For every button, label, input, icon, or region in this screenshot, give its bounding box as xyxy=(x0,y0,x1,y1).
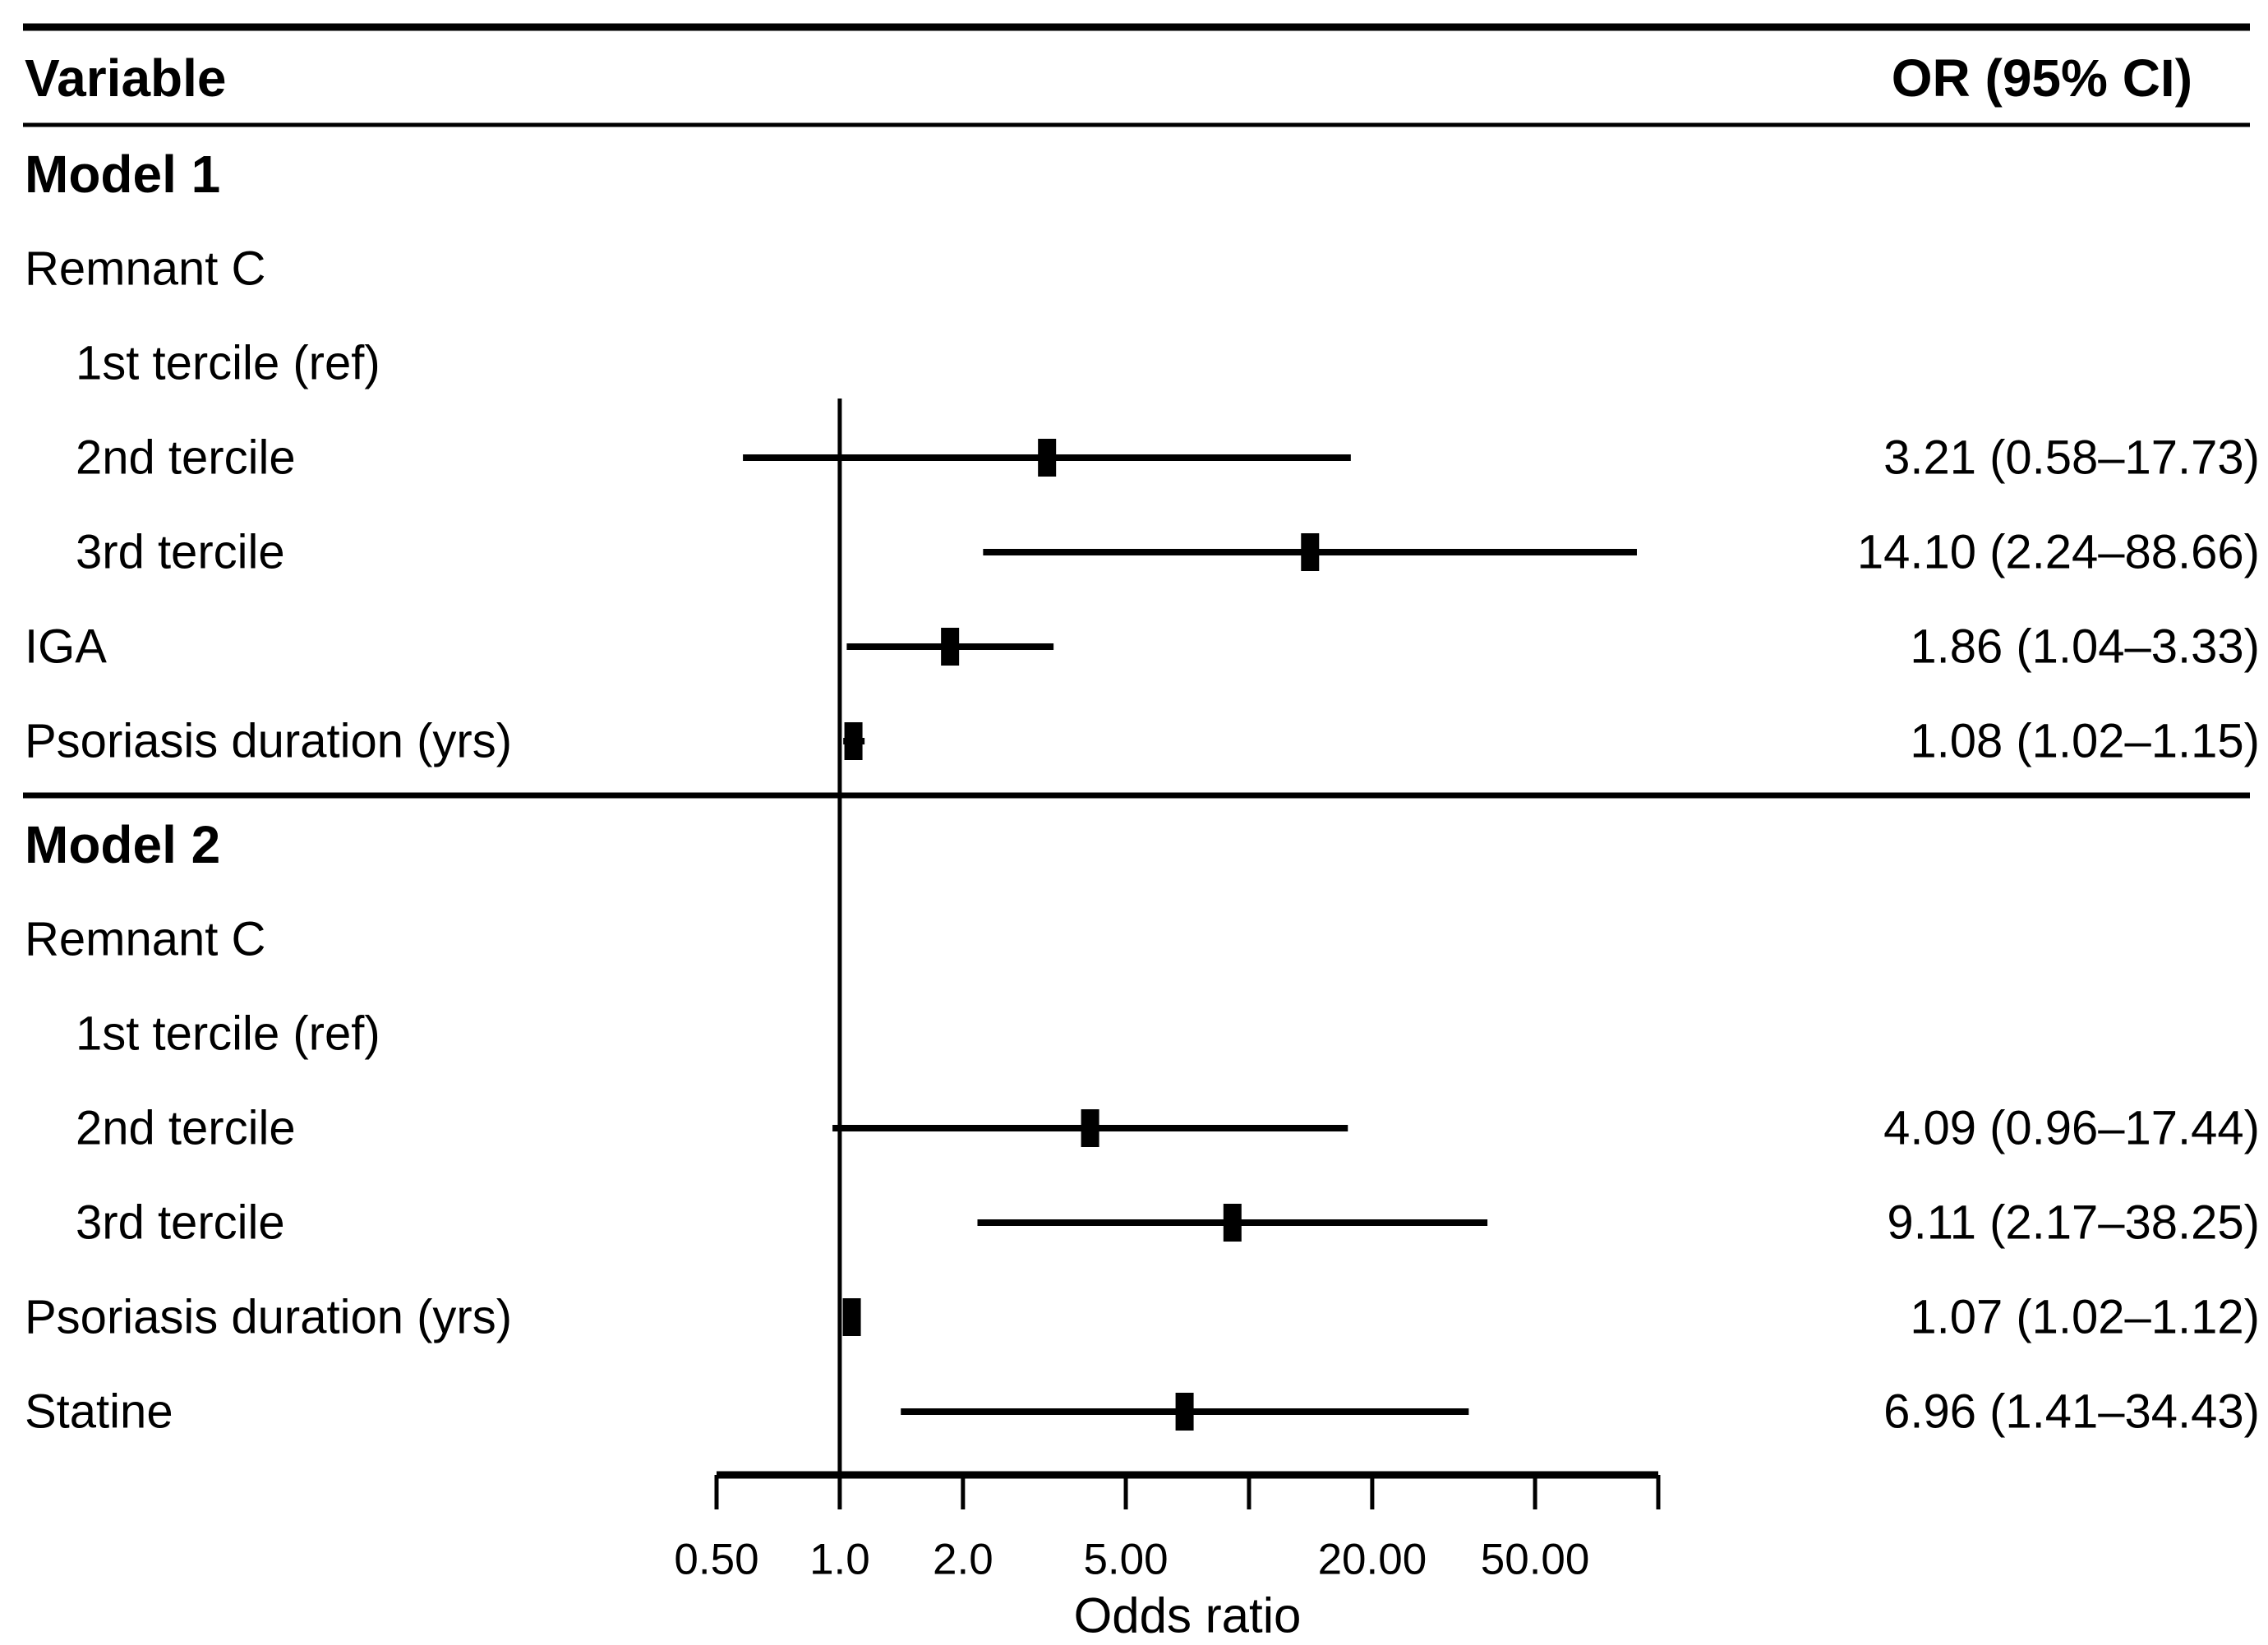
or-ci-value: 1.86 (1.04–3.33) xyxy=(1910,620,2260,674)
or-ci-value: 14.10 (2.24–88.66) xyxy=(1857,526,2260,579)
x-tick-label: 20.00 xyxy=(1318,1536,1427,1584)
row-label: IGA xyxy=(25,620,107,674)
or-marker xyxy=(842,1298,861,1336)
row-label: 3rd tercile xyxy=(76,526,285,579)
x-tick-label: 2.0 xyxy=(933,1536,993,1584)
or-ci-value: 9.11 (2.17–38.25) xyxy=(1887,1196,2260,1250)
x-tick-label: 1.0 xyxy=(809,1536,870,1584)
or-ci-value: 3.21 (0.58–17.73) xyxy=(1883,431,2260,485)
row-label: Psoriasis duration (yrs) xyxy=(25,715,512,768)
x-axis-label: Odds ratio xyxy=(1074,1588,1302,1643)
x-tick-label: 50.00 xyxy=(1481,1536,1590,1584)
or-ci-value: 1.08 (1.02–1.15) xyxy=(1910,715,2260,768)
row-label: 1st tercile (ref) xyxy=(76,1007,380,1061)
or-marker xyxy=(1175,1393,1194,1431)
or-ci-value: 6.96 (1.41–34.43) xyxy=(1883,1385,2260,1439)
or-marker xyxy=(1301,533,1320,571)
or-ci-value: 1.07 (1.02–1.12) xyxy=(1910,1291,2260,1344)
or-marker xyxy=(844,722,863,760)
or-marker xyxy=(1038,439,1057,477)
or-ci-value: 4.09 (0.96–17.44) xyxy=(1883,1102,2260,1155)
row-label: 3rd tercile xyxy=(76,1196,285,1250)
row-label: 2nd tercile xyxy=(76,431,296,485)
row-label: Psoriasis duration (yrs) xyxy=(25,1291,512,1344)
section-title: Model 2 xyxy=(25,815,220,874)
row-label: Remnant C xyxy=(25,913,265,966)
column-header-variable: Variable xyxy=(25,48,227,108)
or-marker xyxy=(941,628,960,666)
row-label: Remnant C xyxy=(25,242,265,296)
section-title: Model 1 xyxy=(25,145,220,204)
x-tick-label: 0.50 xyxy=(674,1536,758,1584)
x-tick-label: 5.00 xyxy=(1083,1536,1168,1584)
column-header-or-ci: OR (95% CI) xyxy=(1892,48,2192,108)
or-marker xyxy=(1081,1109,1099,1147)
or-marker xyxy=(1223,1204,1242,1242)
row-label: 2nd tercile xyxy=(76,1102,296,1155)
row-label: 1st tercile (ref) xyxy=(76,337,380,390)
row-label: Statine xyxy=(25,1385,173,1439)
